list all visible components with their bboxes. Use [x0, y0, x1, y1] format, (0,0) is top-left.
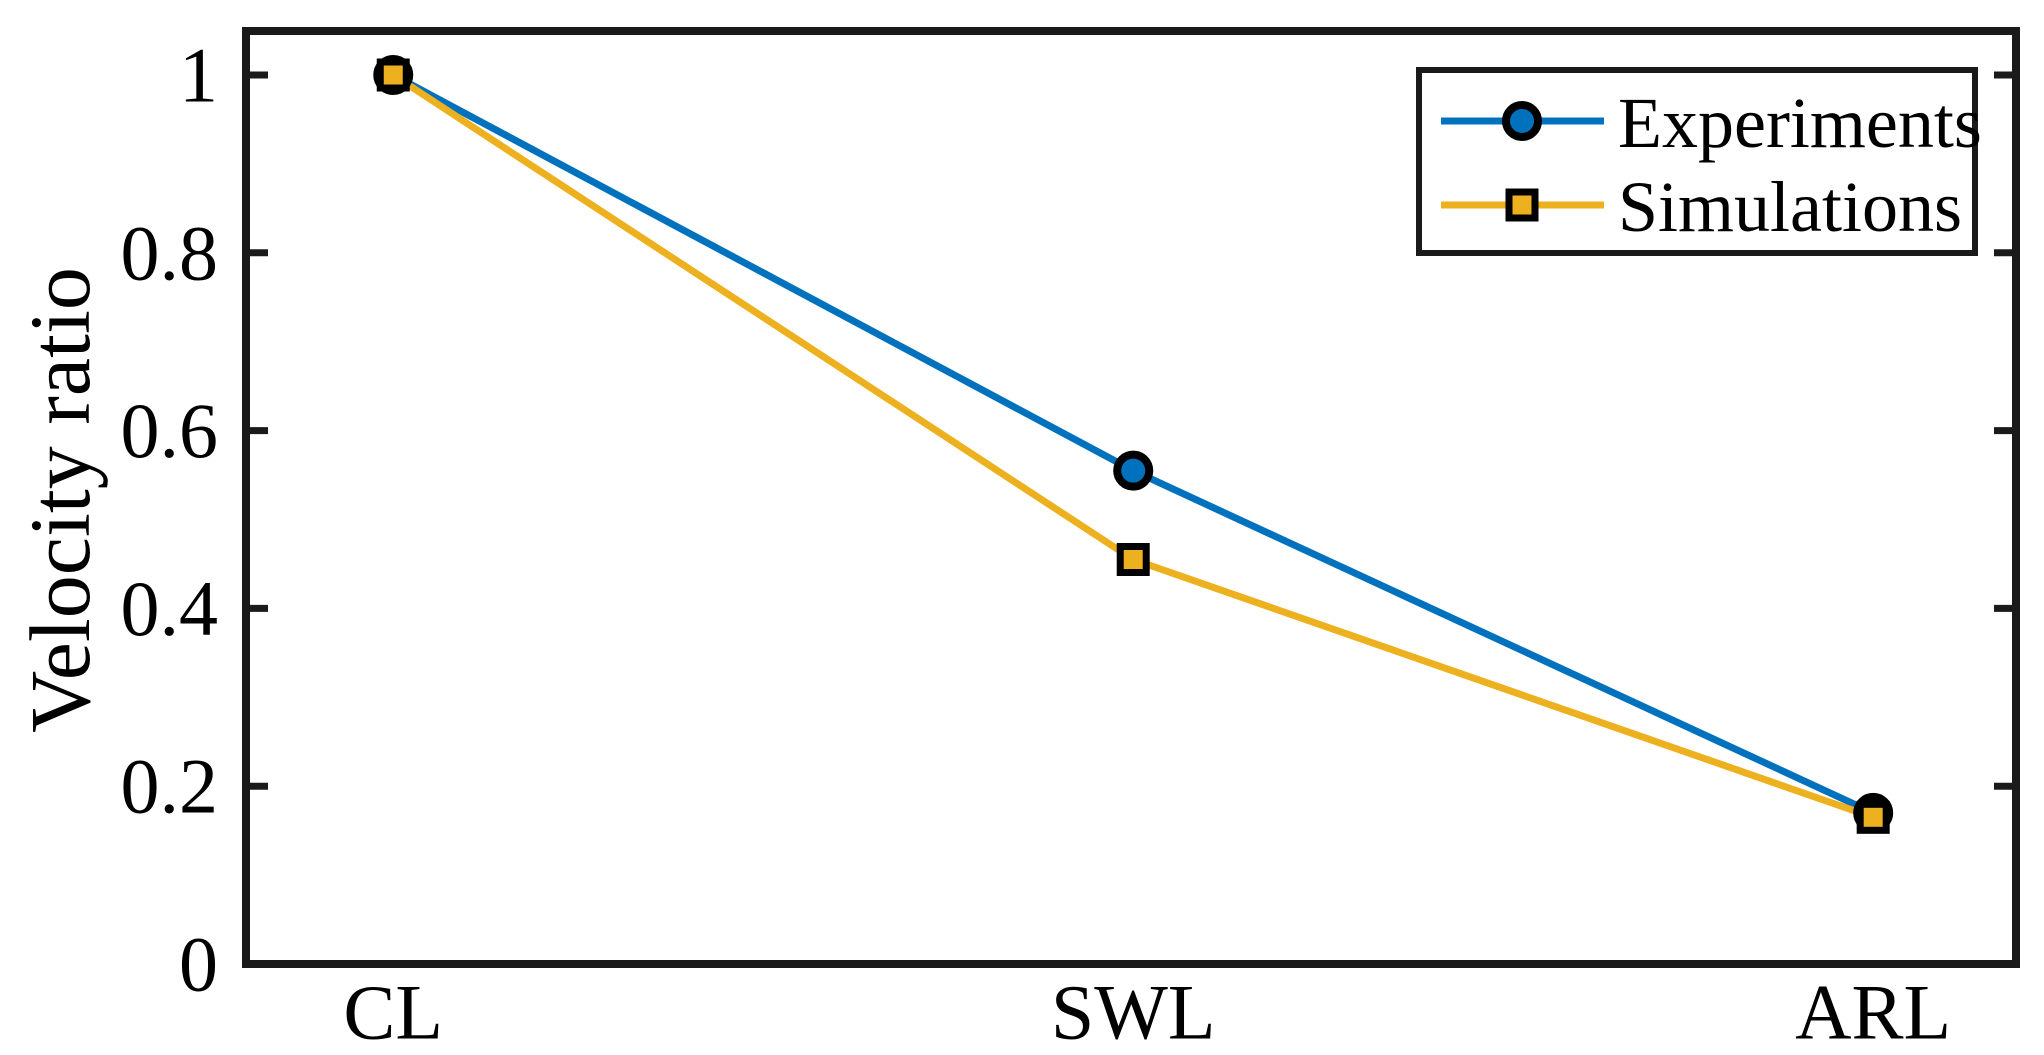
x-tick-label-arl: ARL — [1795, 969, 1951, 1055]
x-tick-label-swl: SWL — [1051, 969, 1216, 1055]
legend-label-experiments: Experiments — [1618, 83, 1982, 163]
data-point-simulations-swl-square-marker — [1116, 543, 1150, 577]
legend-experiments-circle-marker — [1502, 101, 1542, 141]
y-tick-label-0.4: 0.4 — [121, 565, 219, 652]
plot-border — [242, 27, 2020, 968]
series-layer — [373, 55, 1894, 834]
data-point-simulations-cl-square-marker — [376, 58, 410, 92]
data-point-experiments-swl-circle-marker — [1113, 450, 1154, 491]
y-axis-label: Velocity ratio — [12, 267, 108, 733]
legend-simulations-square-marker — [1505, 188, 1539, 222]
legend-box — [1416, 67, 1978, 256]
x-tick-label-cl: CL — [343, 969, 443, 1055]
legend-item-experiments: Experiments — [1441, 83, 1982, 163]
data-point-simulations-arl-square-marker — [1856, 800, 1890, 834]
legend-item-simulations: Simulations — [1441, 167, 1962, 247]
x-tick-labels-layer: CL SWL ARL — [343, 969, 1951, 1055]
legend-label-simulations: Simulations — [1618, 167, 1962, 247]
y-tick-labels-layer: 0 0.2 0.4 0.6 0.8 1 — [121, 32, 219, 1008]
y-tick-label-0: 0 — [179, 921, 218, 1008]
y-tick-label-0.6: 0.6 — [121, 387, 219, 474]
y-tick-label-0.2: 0.2 — [121, 743, 219, 830]
y-tick-label-0.8: 0.8 — [121, 209, 219, 296]
y-tick-label-1: 1 — [179, 32, 218, 119]
